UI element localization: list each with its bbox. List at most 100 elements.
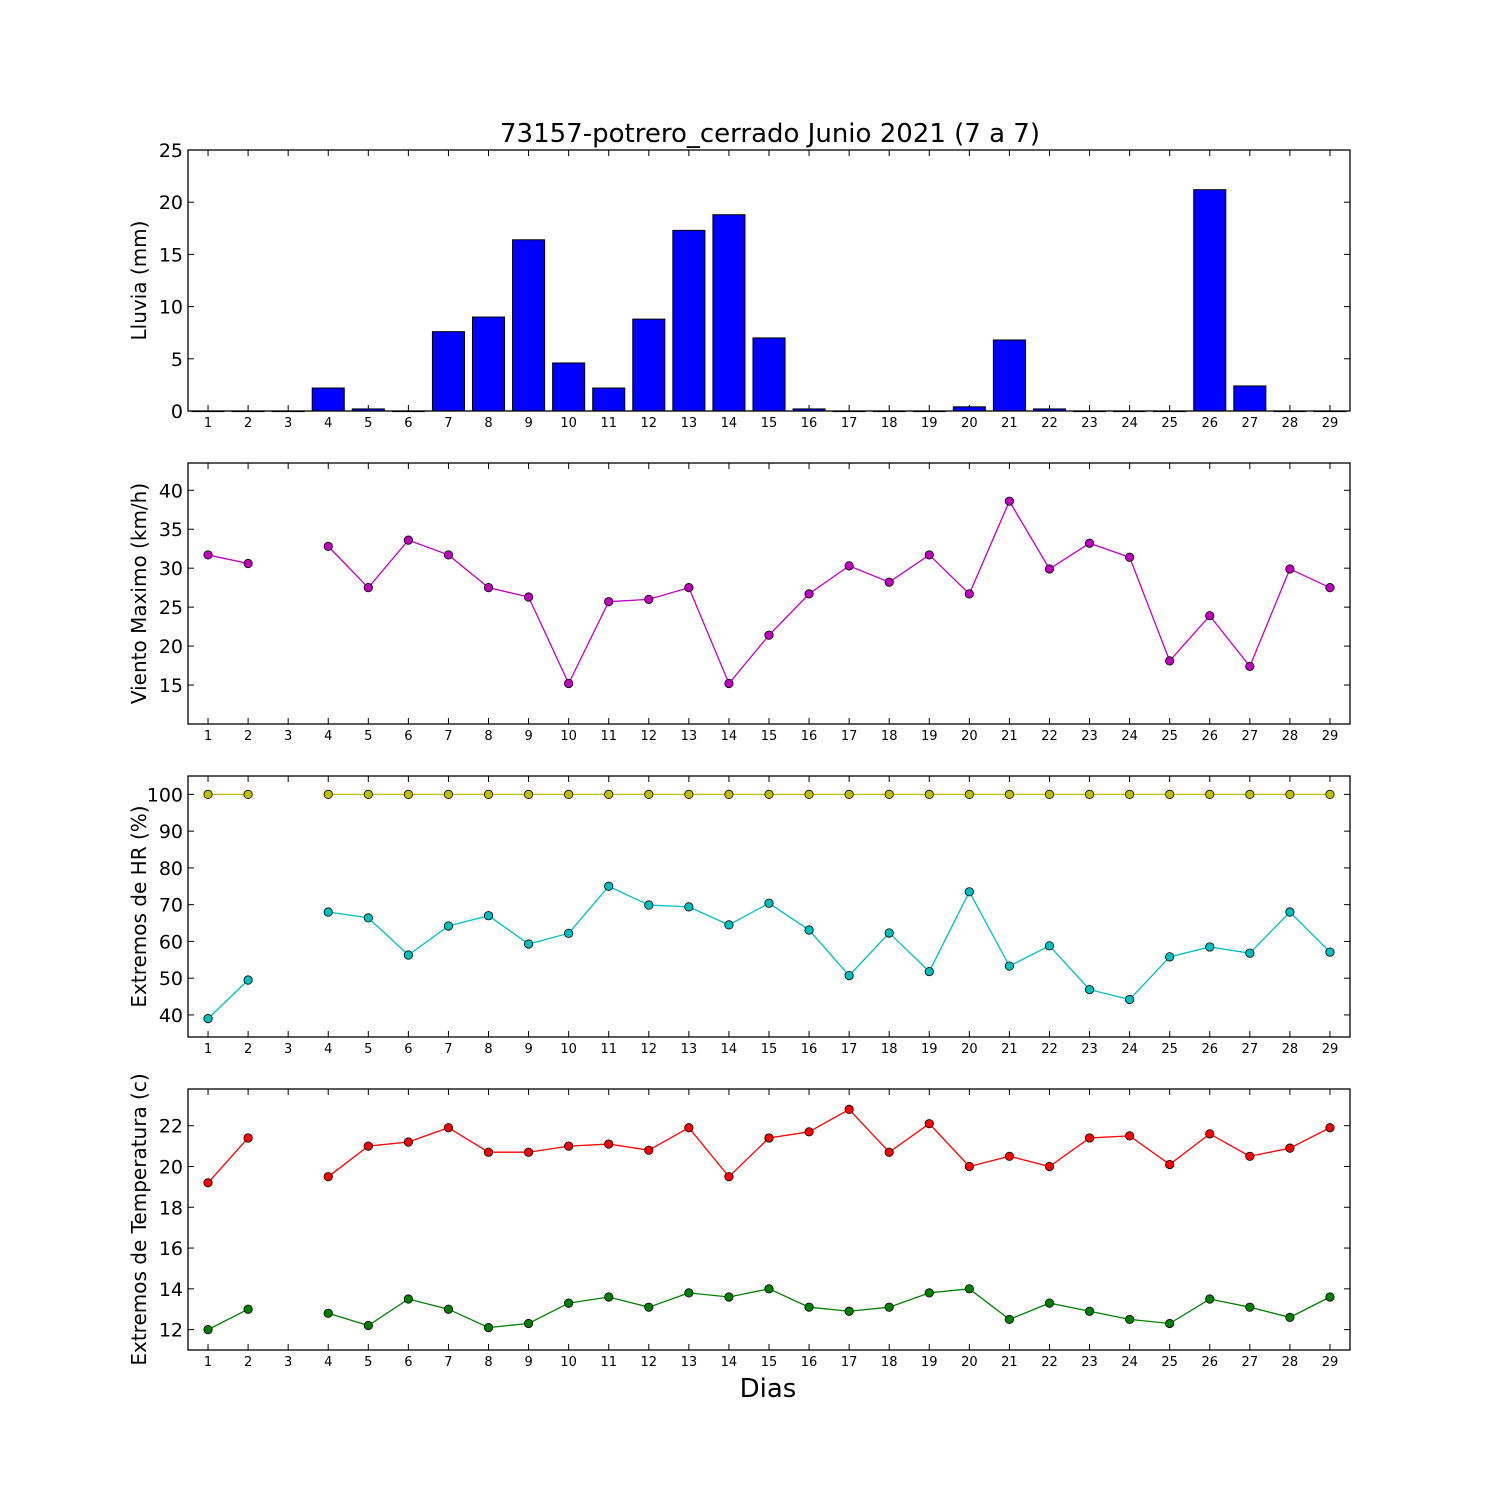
data-point	[1285, 1143, 1295, 1153]
data-point	[804, 589, 814, 599]
data-point	[644, 594, 654, 604]
data-point	[203, 550, 213, 560]
y-axis-label: Extremos de Temperatura (c)	[127, 1073, 151, 1365]
data-point	[1245, 1302, 1255, 1312]
x-tick-label: 3	[284, 1042, 292, 1057]
x-tick-label: 3	[284, 729, 292, 744]
x-tick-label: 7	[444, 729, 452, 744]
x-tick-label: 29	[1322, 729, 1339, 744]
y-tick-label: 18	[159, 1197, 183, 1219]
data-point	[1205, 789, 1215, 799]
data-point	[844, 561, 854, 571]
data-point	[924, 550, 934, 560]
x-tick-label: 26	[1201, 729, 1218, 744]
series-line	[207, 1308, 249, 1331]
x-tick-label: 8	[484, 1355, 492, 1370]
x-tick-label: 14	[721, 416, 738, 431]
x-tick-label: 19	[921, 729, 938, 744]
bar	[592, 387, 626, 412]
x-tick-label: 13	[681, 1355, 698, 1370]
y-axis-label: Viento Maximo (km/h)	[127, 483, 151, 704]
data-point	[203, 1178, 213, 1188]
data-point	[884, 1302, 894, 1312]
x-tick-label: 10	[560, 1042, 577, 1057]
series-line	[328, 1288, 1331, 1329]
data-point	[1165, 952, 1175, 962]
data-point	[323, 789, 333, 799]
y-tick-label: 35	[159, 519, 183, 541]
data-point	[1004, 961, 1015, 971]
data-point	[1285, 789, 1295, 799]
data-point	[1125, 994, 1135, 1005]
data-point	[1285, 564, 1295, 574]
y-tick-label: 100	[147, 784, 183, 806]
x-tick-label: 7	[444, 1042, 452, 1057]
x-tick-label: 25	[1161, 416, 1178, 431]
x-tick-label: 1	[204, 416, 212, 431]
x-tick-label: 25	[1161, 1042, 1178, 1057]
x-tick-label: 23	[1081, 1355, 1098, 1370]
x-tick-label: 28	[1282, 729, 1299, 744]
x-tick-label: 13	[681, 1042, 698, 1057]
data-point	[964, 887, 974, 897]
y-tick-label: 25	[159, 597, 183, 619]
data-point	[523, 1147, 534, 1157]
data-point	[323, 907, 333, 917]
data-point	[363, 583, 373, 593]
x-tick-label: 12	[641, 729, 658, 744]
data-point	[243, 789, 253, 799]
x-tick-label: 24	[1121, 729, 1138, 744]
x-tick-label: 12	[641, 1355, 658, 1370]
data-point	[1084, 789, 1095, 799]
x-tick-label: 7	[444, 416, 452, 431]
data-point	[403, 950, 413, 960]
data-point	[604, 1292, 614, 1302]
data-point	[884, 928, 894, 938]
x-tick-label: 28	[1282, 1355, 1299, 1370]
data-point	[644, 1302, 654, 1312]
x-tick-label: 11	[600, 416, 617, 431]
x-tick-label: 4	[324, 1355, 332, 1370]
x-tick-label: 24	[1121, 416, 1138, 431]
data-point	[1325, 1123, 1335, 1133]
data-point	[403, 535, 413, 545]
data-point	[1125, 552, 1135, 562]
y-tick-label: 12	[159, 1320, 183, 1342]
data-point	[1044, 1298, 1055, 1308]
bar	[431, 331, 465, 412]
y-tick-label: 20	[159, 192, 183, 214]
data-point	[804, 925, 814, 935]
y-tick-label: 20	[159, 1156, 183, 1178]
data-point	[684, 583, 694, 593]
data-point	[483, 583, 494, 593]
x-tick-label: 5	[364, 416, 372, 431]
x-tick-label: 21	[1001, 1355, 1018, 1370]
data-point	[483, 911, 494, 921]
bar	[712, 214, 746, 412]
data-point	[1165, 656, 1175, 666]
data-point	[764, 1133, 774, 1143]
data-point	[684, 789, 694, 799]
x-tick-label: 23	[1081, 416, 1098, 431]
x-tick-label: 22	[1041, 729, 1058, 744]
x-tick-label: 9	[524, 1042, 532, 1057]
series-line	[207, 554, 249, 565]
data-point	[604, 597, 614, 607]
x-tick-label: 18	[881, 729, 898, 744]
data-point	[523, 1318, 534, 1329]
x-tick-label: 27	[1242, 1042, 1259, 1057]
data-point	[1285, 1312, 1295, 1322]
x-tick-label: 10	[560, 416, 577, 431]
x-tick-label: 21	[1001, 1042, 1018, 1057]
x-tick-label: 9	[524, 1355, 532, 1370]
series-line	[328, 885, 1331, 1001]
data-point	[203, 789, 213, 799]
data-point	[1004, 789, 1015, 799]
x-tick-label: 2	[244, 729, 252, 744]
data-point	[1205, 611, 1215, 621]
x-tick-label: 11	[600, 729, 617, 744]
data-point	[323, 541, 333, 551]
data-point	[1004, 1151, 1015, 1161]
data-point	[804, 1302, 814, 1312]
